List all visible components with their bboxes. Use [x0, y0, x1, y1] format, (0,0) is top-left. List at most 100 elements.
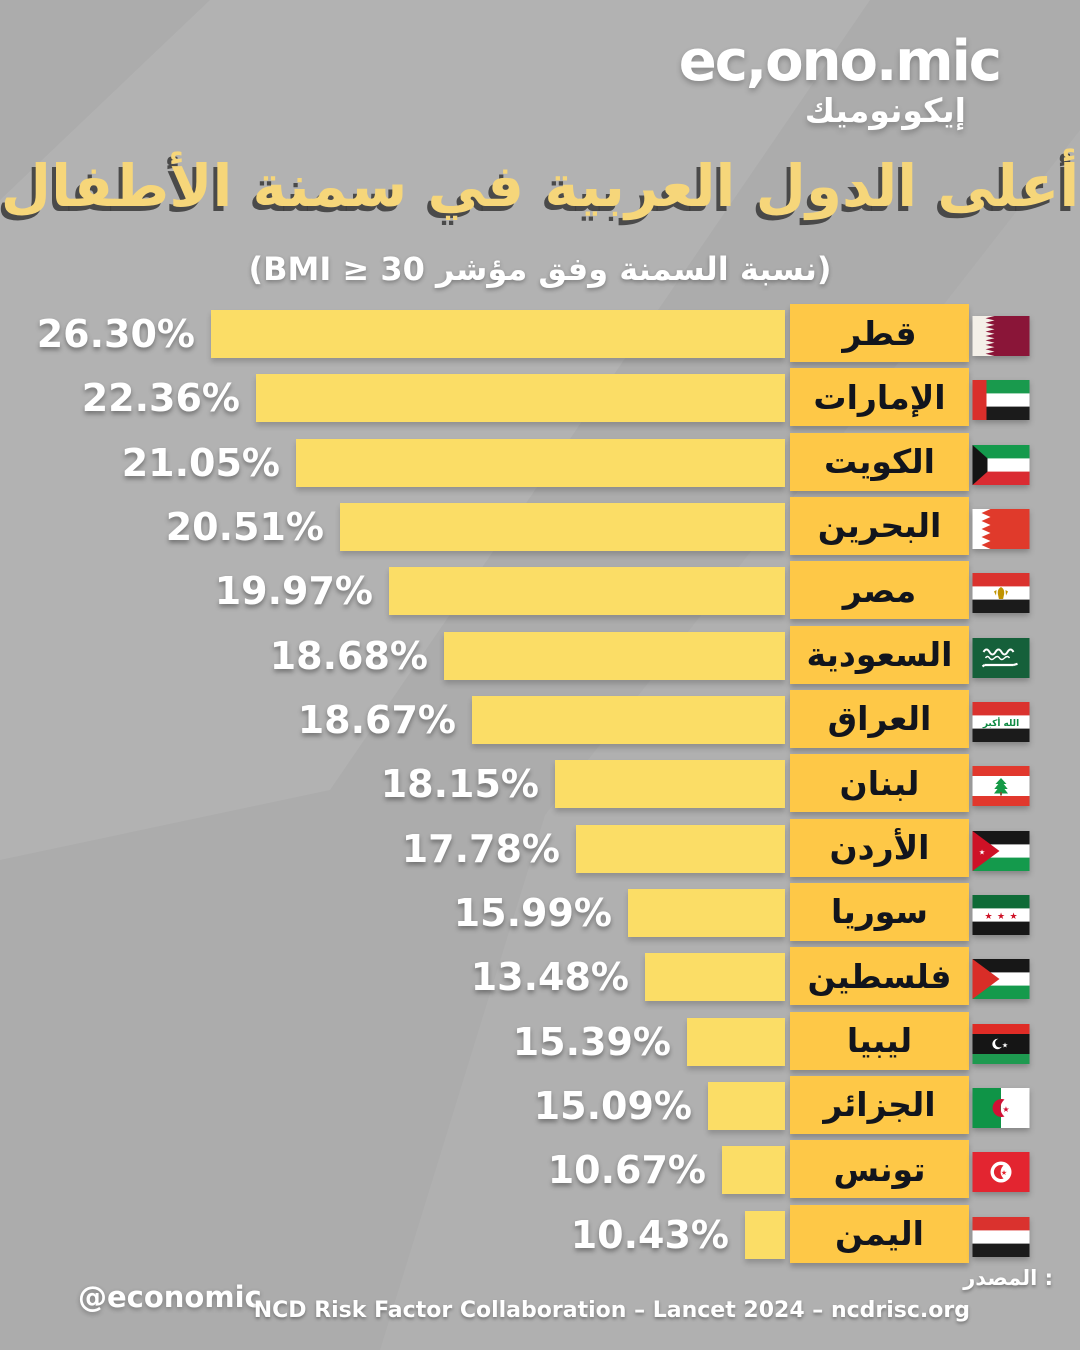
country-label-box: الإمارات	[790, 368, 969, 427]
bar-value-label: 17.78%	[401, 826, 560, 871]
bar-value-label: 15.09%	[533, 1083, 692, 1128]
bar-row: 22.36% الإمارات	[0, 367, 1080, 431]
bar-row: 26.30% قطر	[0, 303, 1080, 367]
value-bar	[745, 1210, 785, 1259]
country-name: فلسطين	[807, 956, 952, 996]
country-label-box: مصر	[790, 561, 969, 620]
bar-row: 18.15% لبنان	[0, 753, 1080, 817]
country-name: مصر	[842, 570, 917, 610]
bar-value-label: 10.43%	[570, 1212, 729, 1257]
country-name: لبنان	[839, 763, 920, 803]
bar-row: 15.09% الجزائر ★	[0, 1075, 1080, 1139]
flag-uae-icon	[972, 380, 1030, 421]
svg-text:★: ★	[979, 848, 985, 856]
chart-subtitle: (نسبة السمنة وفق مؤشر BMI ≥ 30)	[248, 250, 832, 288]
bar-value-label: 21.05%	[121, 440, 280, 485]
bar-row: 13.48% فلسطين	[0, 946, 1080, 1010]
flag-egypt-icon	[972, 573, 1030, 614]
source-label: المصدر :	[963, 1266, 1053, 1290]
flag-syria-icon: ★ ★ ★	[972, 894, 1030, 935]
value-bar	[389, 567, 785, 616]
value-bar	[555, 760, 785, 809]
bar-row: 20.51% البحرين	[0, 496, 1080, 560]
country-label-box: السعودية	[790, 625, 969, 684]
flag-yemen-icon	[972, 1216, 1030, 1257]
value-bar	[708, 1081, 785, 1130]
svg-text:الله أكبر: الله أكبر	[982, 717, 1019, 729]
country-label-box: الأردن	[790, 818, 969, 877]
source-text: NCD Risk Factor Collaboration – Lancet 2…	[253, 1298, 970, 1323]
value-bar	[722, 1146, 785, 1195]
bar-value-label: 18.68%	[269, 633, 428, 678]
bar-value-label: 19.97%	[214, 569, 373, 614]
bar-chart: 26.30% قطر 22.36% الإمارات 21.05% الكويت 20.51…	[0, 303, 1080, 1283]
svg-text:★: ★	[1009, 912, 1017, 922]
country-label-box: ليبيا	[790, 1011, 969, 1070]
country-name: العراق	[827, 699, 932, 739]
bar-value-label: 20.51%	[165, 504, 324, 549]
bar-value-label: 18.15%	[380, 762, 539, 807]
flag-qatar-icon	[972, 316, 1030, 356]
bar-row: 10.43% اليمن	[0, 1204, 1080, 1268]
value-bar	[628, 888, 785, 937]
flag-algeria-icon: ★	[972, 1087, 1030, 1128]
country-label-box: البحرين	[790, 496, 969, 555]
country-name: قطر	[842, 313, 917, 353]
brand-logo-latin: ec,ono.mic	[678, 29, 1002, 94]
brand-logo: ec,ono.mic إيكونوميك	[678, 29, 1002, 130]
bar-value-label: 22.36%	[81, 376, 240, 421]
flag-bahrain-icon	[972, 508, 1030, 549]
country-name: الأردن	[829, 828, 930, 868]
svg-text:★: ★	[1001, 1169, 1007, 1177]
value-bar	[444, 631, 785, 680]
value-bar	[256, 374, 785, 423]
brand-logo-arabic: إيكونوميك	[804, 91, 966, 130]
flag-jordan-icon: ★	[972, 830, 1030, 871]
bar-row: 10.67% تونس ★	[0, 1139, 1080, 1203]
bar-row: 21.05% الكويت	[0, 432, 1080, 496]
flag-kuwait-icon	[972, 444, 1030, 485]
value-bar	[645, 953, 785, 1002]
bar-value-label: 13.48%	[470, 955, 629, 1000]
country-name: ليبيا	[846, 1021, 913, 1061]
bar-row: 18.67% العراق الله أكبر	[0, 689, 1080, 753]
flag-libya-icon: ★	[972, 1023, 1030, 1064]
bar-row: 17.78% الأردن ★	[0, 818, 1080, 882]
bar-value-label: 18.67%	[297, 697, 456, 742]
country-name: سوريا	[831, 892, 928, 932]
svg-text:★: ★	[984, 912, 992, 922]
country-label-box: سوريا	[790, 882, 969, 941]
value-bar	[296, 438, 785, 487]
country-name: الجزائر	[823, 1085, 936, 1125]
bar-value-label: 15.99%	[453, 890, 612, 935]
country-label-box: اليمن	[790, 1204, 969, 1263]
flag-iraq-icon: الله أكبر	[972, 701, 1030, 742]
country-name: السعودية	[806, 635, 953, 675]
bar-row: 19.97% مصر	[0, 560, 1080, 624]
flag-saudi-arabia-icon	[972, 637, 1030, 678]
country-label-box: الكويت	[790, 432, 969, 491]
flag-palestine-icon	[972, 959, 1030, 1000]
social-handle: @economic	[78, 1280, 262, 1314]
svg-text:★: ★	[1002, 1041, 1008, 1049]
bar-row: 15.99% سوريا ★ ★ ★	[0, 882, 1080, 946]
country-name: البحرين	[817, 506, 942, 546]
bar-value-label: 15.39%	[512, 1019, 671, 1064]
country-name: الكويت	[824, 442, 935, 482]
chart-title: أعلى الدول العربية في سمنة الأطفال	[0, 152, 1080, 220]
svg-text:★: ★	[1002, 1105, 1009, 1114]
country-name: الإمارات	[813, 377, 946, 417]
country-label-box: العراق	[790, 689, 969, 748]
bar-value-label: 10.67%	[547, 1148, 706, 1193]
value-bar	[687, 1017, 785, 1066]
country-label-box: قطر	[790, 304, 969, 362]
country-label-box: الجزائر	[790, 1075, 969, 1134]
country-name: تونس	[833, 1149, 926, 1189]
value-bar	[211, 310, 785, 358]
country-name: اليمن	[835, 1214, 924, 1254]
flag-tunisia-icon: ★	[972, 1152, 1030, 1193]
country-label-box: فلسطين	[790, 947, 969, 1006]
value-bar	[576, 824, 785, 873]
svg-text:★: ★	[997, 912, 1005, 922]
